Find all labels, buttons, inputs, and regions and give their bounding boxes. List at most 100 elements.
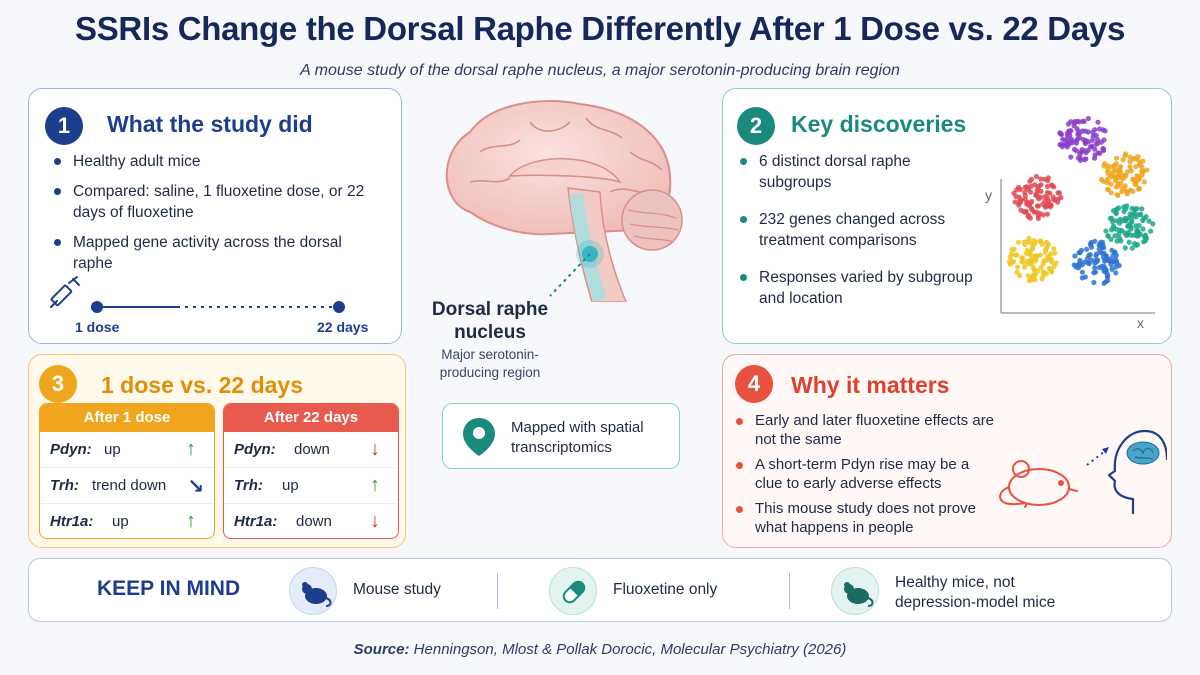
table-row: Htr1a: down ↓: [224, 504, 398, 538]
cluster-point: [1082, 274, 1088, 280]
cluster-point: [1132, 181, 1138, 187]
cluster-point: [1045, 178, 1051, 184]
cluster-point: [1092, 146, 1098, 152]
cluster-point: [1079, 269, 1085, 275]
cluster-point: [1026, 235, 1032, 241]
cluster-point: [1103, 228, 1109, 234]
cluster-point: [1012, 199, 1018, 205]
cluster-point: [1098, 139, 1104, 145]
page-title: SSRIs Change the Dorsal Raphe Differentl…: [75, 10, 1125, 47]
cluster-point: [1075, 131, 1081, 138]
source-prefix: Source:: [353, 641, 410, 658]
cluster-point: [1080, 137, 1086, 143]
syringe-icon: [50, 276, 80, 308]
cluster-point: [1084, 246, 1090, 252]
cluster-point: [1016, 202, 1022, 208]
cluster-point: [1094, 251, 1100, 257]
cluster-point: [1028, 189, 1034, 195]
cluster-point: [1038, 188, 1044, 194]
cluster-point: [1095, 119, 1101, 125]
cluster-point: [1053, 260, 1059, 266]
cluster-point: [1136, 186, 1142, 192]
cluster-point: [1139, 206, 1145, 212]
page-subtitle: A mouse study of the dorsal raphe nucleu…: [300, 62, 900, 79]
brain-illustration: [445, 100, 683, 302]
step-number-2: 2: [737, 107, 775, 145]
cluster-point: [1041, 269, 1047, 275]
cluster-point: [1122, 183, 1128, 189]
gene-name: Trh:: [50, 477, 79, 494]
cluster-point: [1030, 275, 1036, 281]
keep-in-mind-bar: KEEP IN MIND Mouse study Fluoxetine only…: [28, 558, 1172, 622]
cluster-point: [1130, 188, 1136, 194]
cluster-point: [1112, 233, 1118, 239]
cluster-point: [1113, 258, 1120, 264]
matters-bullet: This mouse study does not prove what hap…: [733, 499, 995, 537]
why-it-matters-title: Why it matters: [791, 372, 950, 398]
cluster-point: [1141, 239, 1147, 245]
cluster-point: [1113, 226, 1119, 232]
cluster-point: [1011, 246, 1017, 252]
cluster-point: [1117, 216, 1123, 222]
table-row: Pdyn: up ↑: [40, 432, 214, 468]
cluster-point: [1123, 151, 1129, 157]
cluster-point: [1123, 232, 1130, 238]
cluster-point: [1078, 247, 1084, 253]
cluster-point: [1116, 235, 1123, 241]
cluster-point: [1031, 238, 1037, 244]
cluster-point: [1112, 162, 1118, 168]
cluster-point: [1076, 119, 1082, 125]
gene-effect: down: [294, 441, 330, 458]
cluster-point: [1029, 253, 1035, 259]
cluster-point: [1043, 246, 1049, 252]
cluster-point: [1073, 148, 1080, 154]
cluster-point: [1074, 136, 1081, 142]
cluster-point: [1017, 273, 1023, 279]
cluster-point: [1008, 251, 1014, 257]
cluster-point: [1051, 246, 1057, 252]
cluster-point: [1086, 261, 1092, 267]
cluster-point: [1108, 181, 1114, 187]
study-card-title: What the study did: [107, 111, 313, 137]
cluster-point: [1019, 259, 1025, 265]
cluster-point: [1150, 221, 1156, 227]
cluster-point: [1029, 246, 1036, 252]
cluster-point: [1015, 264, 1021, 270]
cluster-point: [1079, 262, 1085, 268]
cluster-point: [1113, 155, 1120, 161]
cluster-point: [1057, 142, 1063, 148]
axis-x-label: x: [1137, 315, 1144, 331]
cluster-point: [1034, 203, 1041, 209]
cluster-point: [1092, 269, 1099, 275]
cluster-point: [1052, 250, 1058, 256]
cluster-point: [1124, 203, 1130, 209]
gene-effect: up: [112, 513, 129, 530]
cluster-point: [1094, 137, 1101, 143]
cluster-point: [1092, 238, 1098, 244]
step-number-4: 4: [735, 365, 773, 403]
mouse-to-human-icon: [999, 429, 1167, 515]
cluster-point: [1148, 228, 1154, 234]
discovery-bullet: Responses varied by subgroup and locatio…: [737, 267, 987, 309]
keep-in-mind-text: Healthy mice, not depression-model mice: [895, 574, 1056, 611]
cluster-point: [1109, 247, 1115, 253]
cluster-point: [1033, 173, 1040, 180]
gene-effect: up: [104, 441, 121, 458]
cluster-point: [1082, 128, 1088, 134]
cluster-point: [1115, 192, 1121, 198]
cluster-point: [1048, 251, 1054, 257]
cluster-point: [1066, 128, 1072, 134]
gene-effect: up: [282, 477, 299, 494]
discovery-bullet: 232 genes changed across treatment compa…: [737, 209, 987, 251]
cluster-point: [1105, 273, 1111, 279]
gene-effect: down: [296, 513, 332, 530]
cluster-point: [1089, 137, 1095, 143]
cluster-point: [1068, 154, 1074, 160]
cluster-point: [1025, 214, 1031, 220]
cluster-point: [1035, 194, 1041, 200]
study-bullet: Compared: saline, 1 fluoxetine dose, or …: [51, 181, 381, 223]
cluster-point: [1027, 178, 1033, 184]
cluster-point: [1073, 140, 1079, 146]
cluster-point: [1028, 183, 1034, 189]
divider: [497, 573, 498, 609]
